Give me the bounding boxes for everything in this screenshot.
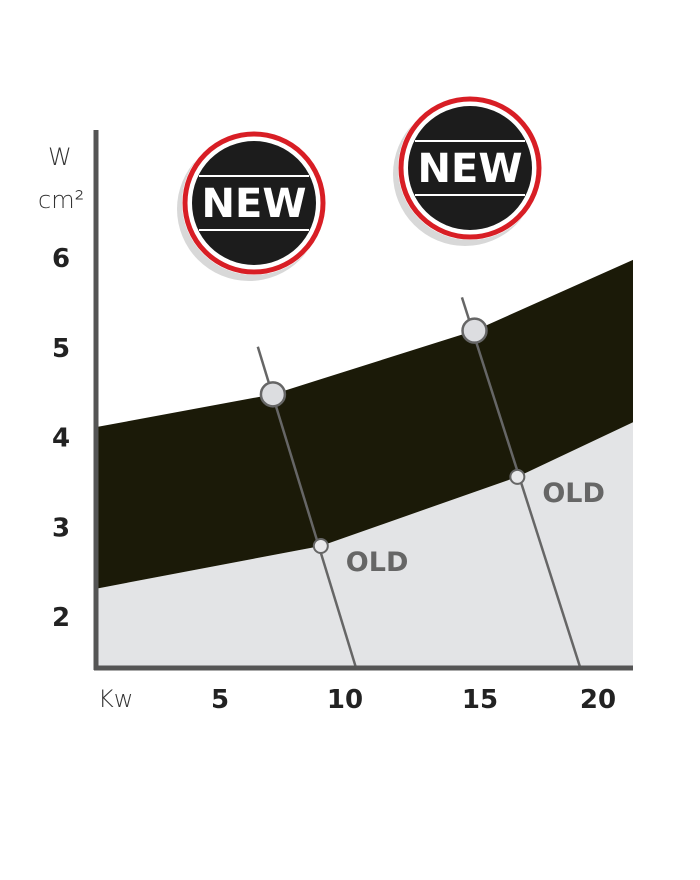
y-tick-label: 4 (52, 424, 70, 454)
new-point (461, 317, 488, 344)
x-tick-label: 10 (327, 685, 363, 715)
y-tick-label: 3 (52, 513, 70, 543)
x-tick-label: 20 (580, 685, 616, 715)
new-badge: NEW (393, 96, 542, 246)
new-badge: NEW (177, 131, 326, 281)
badge-label: NEW (202, 181, 307, 227)
below-band-area (98, 422, 633, 668)
y-tick-label: 2 (52, 603, 70, 633)
old-point (509, 468, 526, 485)
badge-label: NEW (418, 146, 523, 192)
old-point (312, 537, 329, 554)
old-label: OLD (542, 478, 605, 509)
badge-ring (398, 96, 542, 240)
new-point (259, 381, 287, 408)
badge-ring (182, 131, 326, 275)
x-tick-label: 5 (211, 685, 229, 715)
y-axis-label-cm2: cm² (38, 186, 84, 214)
badge-fill (192, 141, 316, 265)
x-tick-label: 15 (462, 685, 498, 715)
y-axis-label-w: W (48, 143, 72, 171)
x-axis-label: Kw (98, 685, 133, 713)
new-band-area (98, 259, 633, 589)
y-tick-label: 5 (52, 334, 70, 364)
badge-fill (408, 106, 532, 230)
y-tick-label: 6 (52, 244, 70, 274)
old-label: OLD (346, 547, 409, 578)
